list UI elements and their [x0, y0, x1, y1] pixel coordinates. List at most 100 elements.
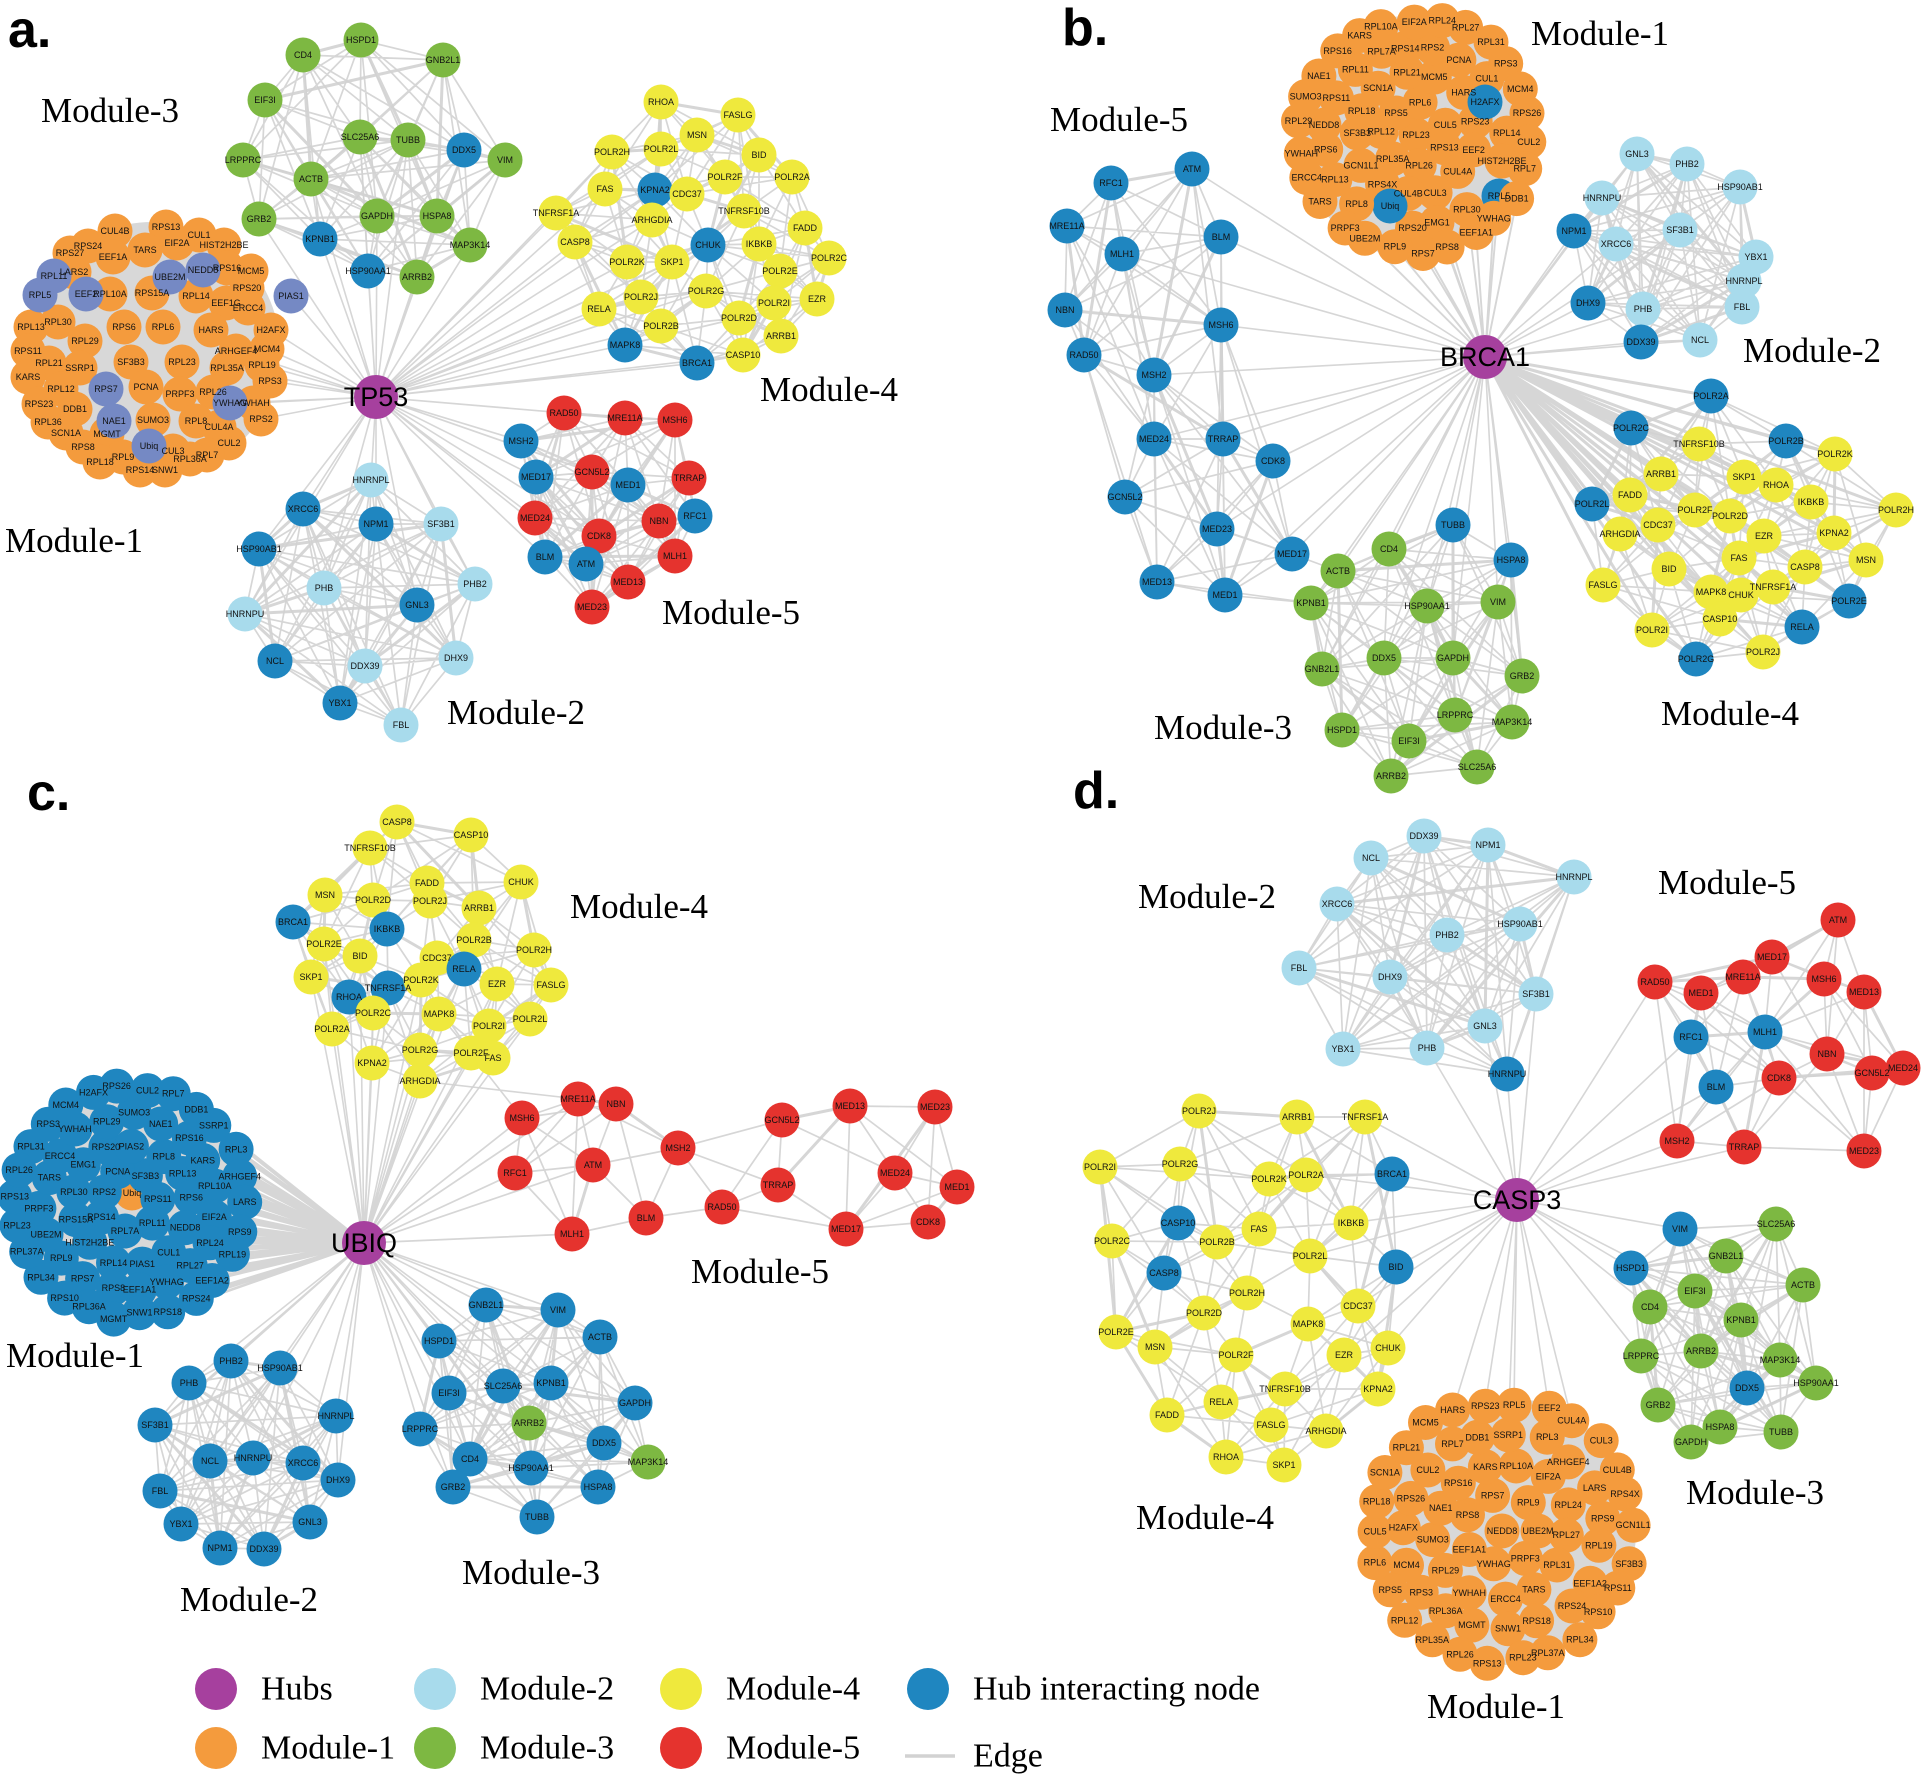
svg-text:Module-1: Module-1	[261, 1730, 395, 1767]
svg-text:RPL35A: RPL35A	[1416, 1635, 1450, 1645]
svg-text:PCNA: PCNA	[105, 1167, 130, 1177]
svg-text:POLR2B: POLR2B	[643, 321, 679, 331]
svg-text:RPS14: RPS14	[87, 1212, 116, 1222]
svg-text:CDC37: CDC37	[1343, 1301, 1373, 1311]
svg-text:KPNA2: KPNA2	[1819, 528, 1849, 538]
svg-text:SCN1A: SCN1A	[51, 428, 81, 438]
svg-text:GAPDH: GAPDH	[1675, 1437, 1707, 1447]
svg-text:RPL13: RPL13	[169, 1169, 197, 1179]
svg-text:POLR2F: POLR2F	[707, 172, 743, 182]
svg-text:RPL30: RPL30	[60, 1187, 88, 1197]
svg-text:RPL3: RPL3	[1536, 1432, 1559, 1442]
svg-text:HNRNPU: HNRNPU	[226, 609, 265, 619]
svg-text:YBX1: YBX1	[169, 1519, 192, 1529]
svg-text:RPL30: RPL30	[1453, 205, 1481, 215]
svg-text:PHB: PHB	[1418, 1043, 1437, 1053]
svg-text:Module-2: Module-2	[1743, 331, 1881, 370]
svg-text:H2AFX: H2AFX	[79, 1087, 108, 1097]
svg-text:CUL1: CUL1	[187, 230, 210, 240]
svg-text:GNB2L1: GNB2L1	[426, 55, 461, 65]
svg-text:TNFRSF10B: TNFRSF10B	[718, 206, 770, 216]
svg-text:CUL4A: CUL4A	[204, 422, 233, 432]
svg-text:POLR2E: POLR2E	[1098, 1327, 1134, 1337]
svg-text:MCM4: MCM4	[1507, 84, 1534, 94]
svg-text:MAP3K14: MAP3K14	[628, 1457, 669, 1467]
svg-text:TNFRSF10B: TNFRSF10B	[1673, 439, 1725, 449]
svg-text:SLC25A6: SLC25A6	[484, 1381, 523, 1391]
svg-text:Module-5: Module-5	[726, 1730, 860, 1767]
svg-text:SF3B3: SF3B3	[132, 1171, 160, 1181]
svg-text:RPL29: RPL29	[1432, 1565, 1460, 1575]
svg-text:EZR: EZR	[488, 979, 507, 989]
svg-text:a.: a.	[8, 1, 51, 59]
svg-text:RPS2: RPS2	[249, 414, 273, 424]
svg-text:TARS: TARS	[1522, 1585, 1545, 1595]
svg-text:H2AFX: H2AFX	[1389, 1523, 1418, 1533]
svg-text:EEF2: EEF2	[75, 289, 98, 299]
svg-text:POLR2J: POLR2J	[413, 896, 447, 906]
svg-text:BRCA1: BRCA1	[1440, 342, 1530, 372]
svg-text:RFC1: RFC1	[1679, 1032, 1703, 1042]
svg-text:RPS5: RPS5	[1378, 1585, 1402, 1595]
svg-text:FAS: FAS	[1250, 1224, 1267, 1234]
svg-text:MCM4: MCM4	[53, 1100, 80, 1110]
svg-text:EIF3I: EIF3I	[438, 1388, 460, 1398]
svg-text:IKBKB: IKBKB	[1338, 1218, 1365, 1228]
svg-text:GCN1L1: GCN1L1	[1616, 1520, 1651, 1530]
svg-text:HSPA8: HSPA8	[1706, 1422, 1735, 1432]
svg-text:MED1: MED1	[615, 480, 640, 490]
svg-text:SF3B1: SF3B1	[141, 1420, 169, 1430]
svg-text:RPL7A: RPL7A	[111, 1226, 140, 1236]
svg-text:RPL7: RPL7	[1441, 1439, 1464, 1449]
svg-text:RPS14: RPS14	[1391, 43, 1420, 53]
svg-text:POLR2A: POLR2A	[1288, 1170, 1324, 1180]
svg-text:PRPF3: PRPF3	[165, 389, 194, 399]
svg-text:PHB2: PHB2	[1435, 930, 1459, 940]
svg-text:YBX1: YBX1	[328, 698, 351, 708]
svg-text:RPL34: RPL34	[1566, 1635, 1594, 1645]
svg-text:Module-4: Module-4	[760, 370, 898, 409]
svg-text:HNRNPU: HNRNPU	[1488, 1069, 1527, 1079]
svg-text:CUL2: CUL2	[136, 1086, 159, 1096]
svg-text:RPS26: RPS26	[102, 1081, 131, 1091]
svg-text:ARHGDIA: ARHGDIA	[1305, 1426, 1346, 1436]
svg-text:EIF2A: EIF2A	[1536, 1471, 1561, 1481]
svg-text:ERCC4: ERCC4	[1490, 1594, 1521, 1604]
svg-text:MCM4: MCM4	[1393, 1560, 1420, 1570]
svg-text:RPL27: RPL27	[176, 1261, 204, 1271]
svg-text:POLR2A: POLR2A	[1693, 391, 1729, 401]
svg-text:RPL11: RPL11	[41, 271, 68, 281]
svg-text:MGMT: MGMT	[1458, 1620, 1486, 1630]
svg-text:CUL4A: CUL4A	[1557, 1416, 1586, 1426]
svg-text:LARS: LARS	[1583, 1483, 1607, 1493]
svg-text:RPL26: RPL26	[1405, 161, 1433, 171]
svg-text:PCNA: PCNA	[133, 382, 158, 392]
svg-text:POLR2C: POLR2C	[355, 1008, 392, 1018]
svg-text:BLM: BLM	[637, 1213, 656, 1223]
svg-text:MGMT: MGMT	[100, 1314, 128, 1324]
svg-text:RPS3: RPS3	[1494, 59, 1518, 69]
svg-text:ATM: ATM	[577, 559, 595, 569]
svg-text:MCM5: MCM5	[1412, 1418, 1439, 1428]
svg-text:GCN5L2: GCN5L2	[574, 467, 609, 477]
svg-text:YBX1: YBX1	[1331, 1044, 1354, 1054]
svg-text:HARS: HARS	[198, 325, 223, 335]
svg-text:DHX9: DHX9	[1576, 298, 1600, 308]
svg-text:EEF1A2: EEF1A2	[195, 1276, 229, 1286]
svg-text:RPL21: RPL21	[1393, 1443, 1421, 1453]
svg-text:POLR2A: POLR2A	[774, 172, 810, 182]
svg-text:GNL3: GNL3	[405, 600, 429, 610]
svg-text:XRCC6: XRCC6	[1322, 899, 1353, 909]
svg-text:VIM: VIM	[1672, 1224, 1688, 1234]
svg-text:RPL21: RPL21	[1393, 67, 1421, 77]
svg-text:ARHGDIA: ARHGDIA	[399, 1076, 440, 1086]
svg-text:SLC25A6: SLC25A6	[1458, 762, 1497, 772]
svg-text:POLR2K: POLR2K	[609, 257, 645, 267]
svg-text:Module-3: Module-3	[462, 1553, 600, 1592]
svg-text:Module-5: Module-5	[1050, 100, 1188, 139]
svg-text:HNRNPL: HNRNPL	[352, 475, 389, 485]
svg-text:GNB2L1: GNB2L1	[1305, 664, 1340, 674]
svg-text:RPS18: RPS18	[1522, 1616, 1551, 1626]
svg-text:SLC25A6: SLC25A6	[1757, 1219, 1796, 1229]
svg-text:EIF2A: EIF2A	[164, 238, 189, 248]
